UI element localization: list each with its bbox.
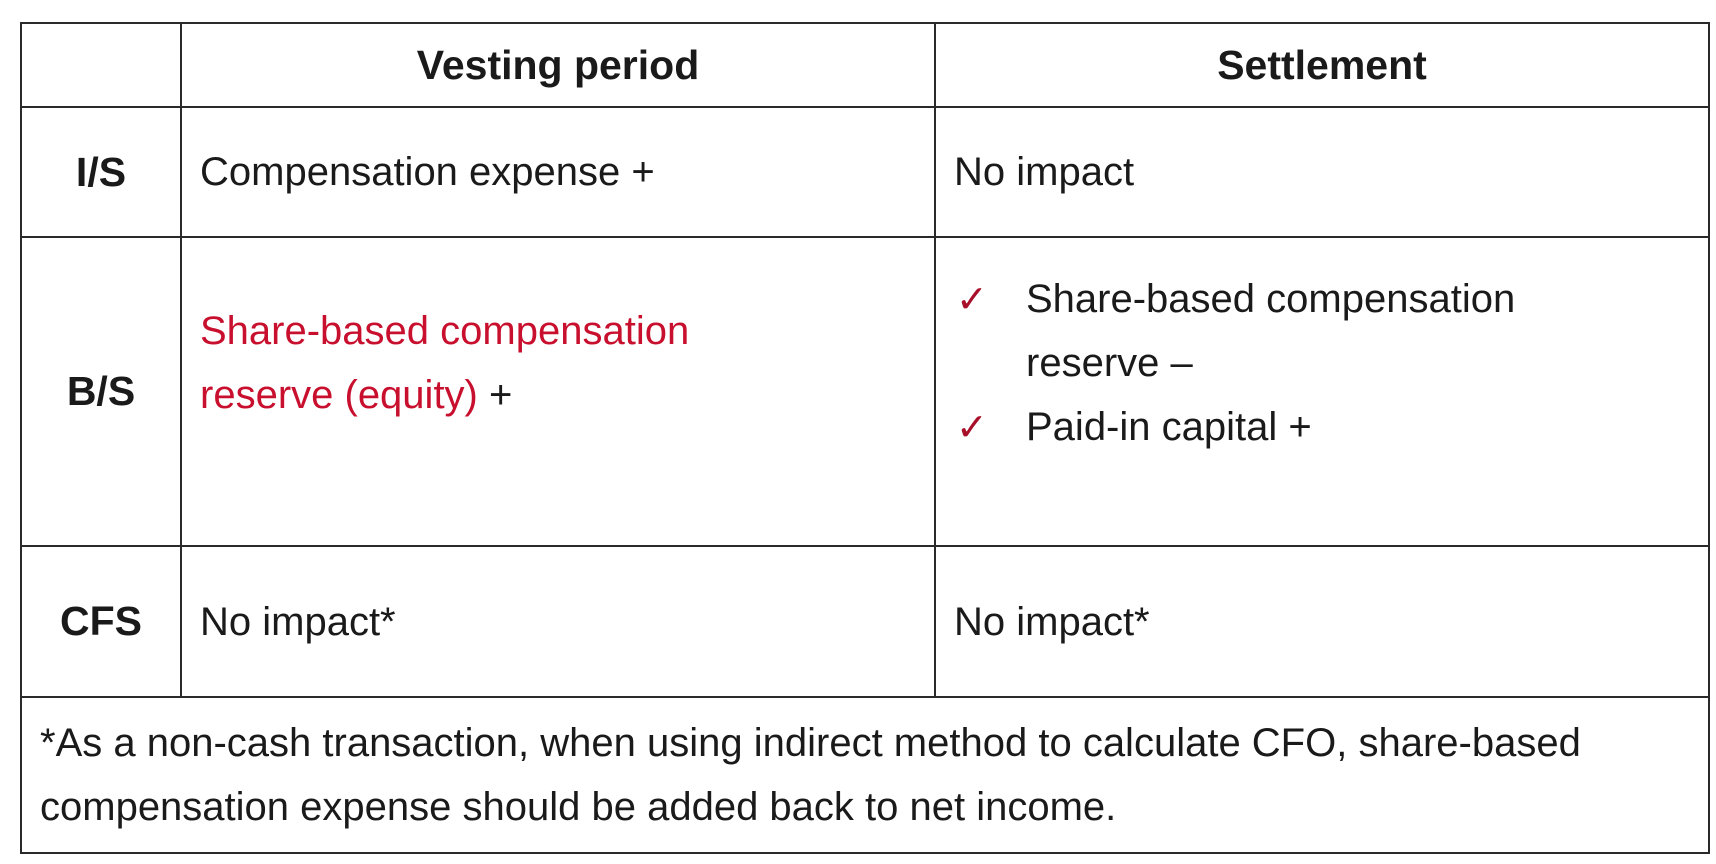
table-row-income-statement: I/S Compensation expense + No impact [20,106,1710,238]
bs-settlement-list: ✓ Share-based compensation reserve – ✓ P… [954,267,1648,459]
is-settlement-cell: No impact [934,106,1710,238]
bs-settlement-item-1: Share-based compensation reserve – [1026,276,1516,385]
list-item: ✓ Paid-in capital + [954,395,1648,459]
footnote-row: *As a non-cash transaction, when using i… [20,696,1710,854]
header-vesting-period: Vesting period [180,22,936,108]
table-row-cash-flow-statement: CFS No impact* No impact* [20,545,1710,698]
list-item: ✓ Share-based compensation reserve – [954,267,1648,395]
bs-settlement-item-2: Paid-in capital + [1026,404,1312,449]
check-icon: ✓ [956,276,988,321]
row-label-cfs: CFS [20,545,182,698]
bs-settlement-cell: ✓ Share-based compensation reserve – ✓ P… [934,236,1710,547]
check-icon: ✓ [956,404,988,449]
is-vesting-cell: Compensation expense + [180,106,936,238]
bs-vesting-suffix: + [477,372,513,417]
bs-vesting-highlight: Share-based compensation reserve (equity… [200,308,690,417]
row-label-bs: B/S [20,236,182,547]
footnote-text: *As a non-cash transaction, when using i… [20,696,1710,854]
row-label-is: I/S [20,106,182,238]
accounting-impact-table: Vesting period Settlement I/S Compensati… [20,22,1710,854]
table-row-balance-sheet: B/S Share-based compensation reserve (eq… [20,236,1710,547]
header-settlement: Settlement [934,22,1710,108]
header-corner [20,22,182,108]
header-row: Vesting period Settlement [20,22,1710,108]
bs-vesting-cell: Share-based compensation reserve (equity… [180,236,936,547]
cfs-settlement-cell: No impact* [934,545,1710,698]
cfs-vesting-cell: No impact* [180,545,936,698]
